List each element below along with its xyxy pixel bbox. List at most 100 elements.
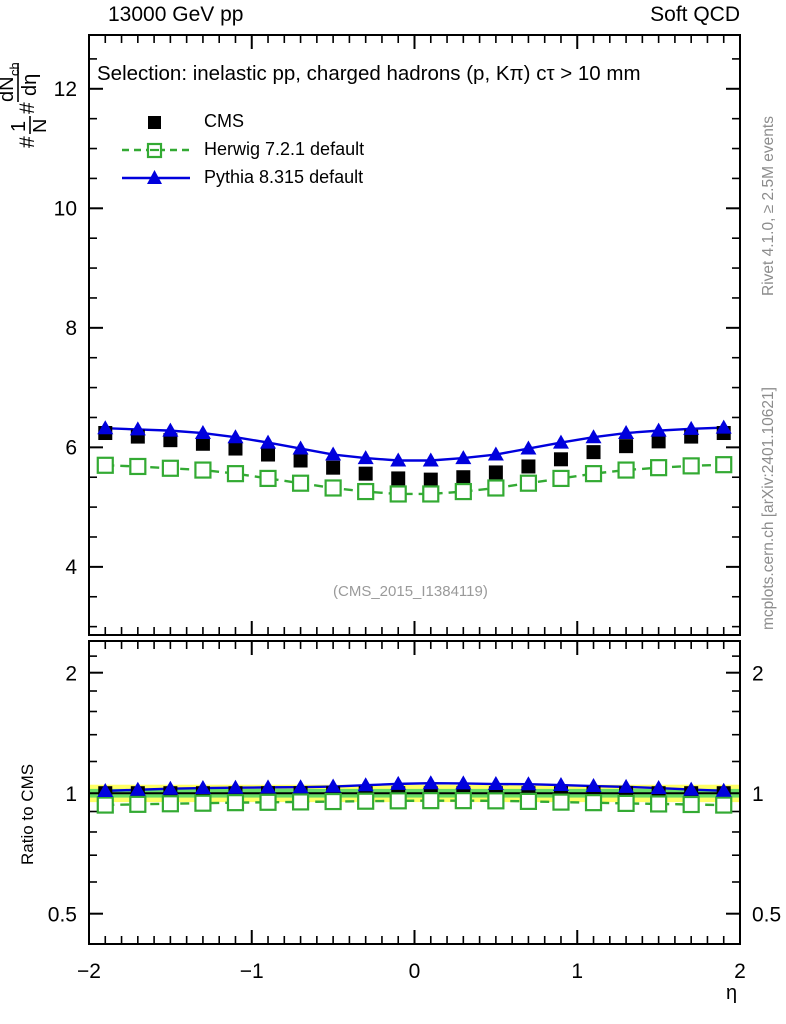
- svg-text:1: 1: [8, 121, 30, 132]
- data-point-herwig: [454, 482, 472, 501]
- ratio-y-tick-label-right: 2: [752, 663, 764, 686]
- data-point-herwig: [357, 482, 375, 501]
- ratio-point-pythia: [227, 779, 244, 794]
- legend-label-cms: CMS: [204, 111, 244, 131]
- data-point-pythia: [585, 429, 602, 444]
- data-point-herwig: [324, 479, 342, 497]
- data-point-cms: [456, 470, 471, 485]
- x-axis-label: η: [726, 982, 738, 1004]
- header-energy-label: 13000 GeV pp: [108, 3, 244, 26]
- ratio-point-herwig: [324, 792, 342, 811]
- ratio-y-tick-label-right: 0.5: [752, 904, 781, 927]
- data-point-cms: [488, 465, 503, 480]
- main-frame: [88, 34, 741, 636]
- data-point-herwig: [389, 485, 407, 503]
- data-point-cms: [261, 447, 276, 462]
- ratio-point-pythia: [325, 778, 342, 793]
- data-point-herwig: [519, 474, 538, 492]
- y-axis-label-ratio: Ratio to CMS: [12, 730, 42, 870]
- ratio-point-herwig: [161, 795, 179, 813]
- svg-text:Rivet 4.1.0, ≥ 2.5M events: Rivet 4.1.0, ≥ 2.5M events: [760, 116, 777, 296]
- svg-text:#: #: [16, 102, 39, 114]
- data-point-cms: [651, 434, 666, 449]
- data-point-herwig: [487, 479, 505, 497]
- svg-text:N: N: [30, 119, 46, 133]
- x-tick-label: −1: [240, 960, 264, 983]
- data-point-pythia: [683, 420, 700, 435]
- ratio-point-pythia: [683, 781, 700, 796]
- ratio-point-pythia: [618, 778, 635, 793]
- ratio-point-pythia: [390, 775, 407, 790]
- ratio-point-pythia: [129, 781, 146, 796]
- ratio-point-herwig: [422, 792, 440, 810]
- data-point-cms: [423, 472, 438, 487]
- selection-annotation: Selection: inelastic pp, charged hadrons…: [97, 62, 641, 85]
- ratio-y-tick-label-left: 2: [65, 663, 77, 686]
- ratio-point-herwig: [617, 794, 635, 812]
- ratio-point-herwig: [682, 795, 700, 814]
- ratio-point-pythia: [585, 778, 602, 793]
- data-point-pythia: [715, 419, 732, 434]
- ratio-point-herwig: [259, 793, 277, 811]
- data-point-pythia: [650, 422, 667, 437]
- data-point-pythia: [487, 446, 504, 461]
- svg-text:mcplots.cern.ch [arXiv:2401.10: mcplots.cern.ch [arXiv:2401.10621]: [760, 387, 777, 630]
- ratio-point-herwig: [96, 796, 114, 814]
- y-tick-label-main: 12: [54, 78, 77, 101]
- data-point-cms: [195, 436, 210, 451]
- data-point-herwig: [650, 459, 668, 477]
- legend-marker-triangle-filled: [147, 170, 162, 184]
- data-point-cms: [619, 439, 634, 454]
- x-tick-label: 1: [571, 960, 583, 983]
- legend-label-herwig: Herwig 7.2.1 default: [204, 139, 365, 159]
- ratio-point-herwig: [454, 792, 472, 810]
- ratio-point-pythia: [422, 775, 439, 790]
- y-tick-label-main: 10: [54, 197, 77, 220]
- x-tick-label: −2: [77, 960, 101, 983]
- data-point-herwig: [194, 461, 212, 479]
- data-point-pythia: [97, 420, 114, 435]
- y-tick-label-main: 6: [65, 436, 77, 459]
- ratio-point-herwig: [194, 794, 212, 812]
- y-axis-label-main: # 1 N # dN ch dη: [0, 30, 46, 230]
- ratio-point-pythia: [292, 779, 309, 794]
- data-point-herwig: [291, 474, 310, 492]
- ratio-point-herwig: [226, 794, 245, 812]
- legend-label-pythia: Pythia 8.315 default: [204, 167, 364, 187]
- ratio-point-herwig: [519, 792, 538, 810]
- data-point-pythia: [227, 429, 244, 444]
- data-point-cms: [358, 466, 373, 481]
- data-point-herwig: [422, 485, 440, 503]
- ratio-y-tick-label-left: 1: [65, 783, 77, 806]
- ratio-point-pythia: [455, 775, 472, 790]
- data-point-pythia: [292, 440, 309, 455]
- data-point-herwig: [682, 457, 700, 475]
- data-point-cms: [553, 452, 568, 467]
- ratio-point-pythia: [260, 779, 277, 794]
- legend-marker-square-filled: [148, 116, 161, 129]
- data-point-pythia: [390, 452, 407, 467]
- data-point-pythia: [618, 425, 635, 440]
- data-point-herwig: [552, 469, 570, 488]
- data-point-pythia: [325, 446, 342, 461]
- svg-text:#: #: [16, 136, 39, 148]
- data-point-pythia: [162, 422, 179, 437]
- data-point-herwig: [584, 465, 603, 483]
- data-point-cms: [326, 460, 341, 475]
- data-point-cms: [163, 433, 178, 448]
- y-tick-label-main: 8: [65, 317, 77, 340]
- ratio-point-herwig: [487, 792, 505, 810]
- data-point-cms: [293, 453, 308, 468]
- data-point-cms: [391, 471, 406, 486]
- data-point-cms: [521, 459, 536, 474]
- right-note-rivet: Rivet 4.1.0, ≥ 2.5M events: [756, 40, 782, 300]
- data-point-herwig: [96, 456, 114, 474]
- ratio-y-tick-label-left: 0.5: [48, 904, 77, 927]
- svg-text:dN: dN: [0, 76, 18, 102]
- data-point-cms: [228, 441, 243, 456]
- data-point-herwig: [161, 459, 179, 477]
- right-note-mcplots: mcplots.cern.ch [arXiv:2401.10621]: [756, 325, 782, 635]
- ratio-frame: [88, 640, 741, 945]
- ratio-point-pythia: [357, 777, 374, 792]
